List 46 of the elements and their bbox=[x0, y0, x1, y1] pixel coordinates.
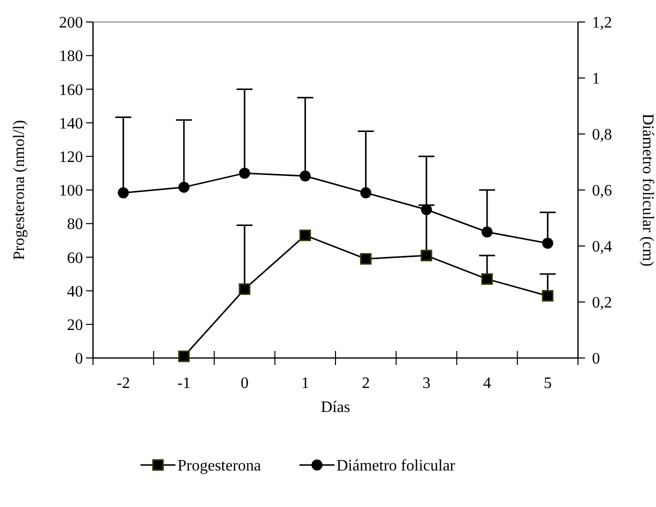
y2-axis-title: Diámetro folicular (cm) bbox=[639, 114, 656, 266]
y-axis-title: Progesterona (nmol/l) bbox=[11, 120, 28, 260]
y2-tick-label: 0,6 bbox=[592, 182, 612, 200]
point bbox=[178, 350, 190, 362]
y-tick-label: 0 bbox=[75, 350, 83, 368]
point bbox=[178, 182, 190, 193]
point bbox=[238, 283, 250, 295]
x-tick-label: 2 bbox=[362, 375, 370, 392]
point bbox=[482, 226, 493, 238]
x-tick-label: 0 bbox=[240, 375, 249, 392]
y-tick-label: 100 bbox=[59, 182, 83, 200]
point bbox=[360, 187, 372, 198]
y2-tick-label: 0 bbox=[592, 350, 600, 368]
y2-tick-label: 1,2 bbox=[592, 14, 612, 32]
point bbox=[118, 187, 129, 198]
y-tick-label: 180 bbox=[59, 48, 83, 66]
point bbox=[300, 170, 311, 182]
y-tick-label: 160 bbox=[59, 82, 83, 99]
point bbox=[239, 168, 250, 179]
x-tick-label: 1 bbox=[301, 375, 310, 392]
y2-tick-label: 1 bbox=[592, 70, 600, 88]
y2-tick-label: 0,8 bbox=[592, 126, 612, 144]
point bbox=[360, 253, 372, 265]
y-tick-label: 140 bbox=[59, 115, 83, 132]
y-tick-label: 60 bbox=[67, 250, 83, 267]
x-tick-label: 5 bbox=[544, 375, 552, 392]
point bbox=[542, 238, 554, 249]
y-tick-label: 200 bbox=[59, 14, 83, 32]
point bbox=[420, 250, 432, 262]
y-tick-label: 40 bbox=[67, 283, 83, 300]
point bbox=[299, 230, 311, 242]
y-tick-label: 80 bbox=[67, 216, 83, 234]
x-tick-label: -1 bbox=[177, 375, 191, 392]
y2-tick-label: 0,4 bbox=[592, 238, 612, 256]
y2-tick-label: 0,2 bbox=[592, 294, 612, 312]
x-tick-label: 3 bbox=[422, 375, 430, 392]
y-tick-label: 20 bbox=[67, 317, 83, 334]
x-tick-label: -2 bbox=[116, 375, 130, 392]
x-tick-label: 4 bbox=[483, 375, 492, 392]
y-tick-label: 120 bbox=[59, 149, 83, 166]
x-axis-title: Días bbox=[320, 399, 350, 416]
point bbox=[542, 290, 554, 302]
point bbox=[481, 273, 493, 285]
legend-label: Progesterona bbox=[178, 458, 262, 475]
legend-label: Diámetro folicular bbox=[336, 458, 456, 475]
point bbox=[420, 204, 432, 216]
